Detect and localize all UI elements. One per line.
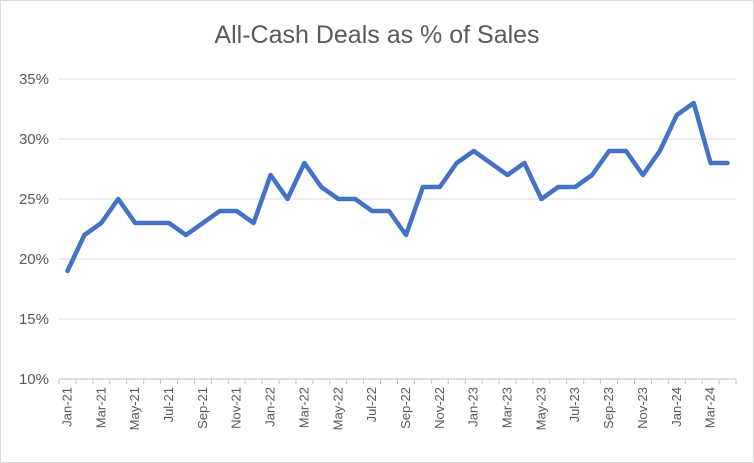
y-tick-label: 30% — [19, 131, 49, 148]
y-tick-label: 15% — [19, 311, 49, 328]
x-tick-label: Jan-22 — [263, 387, 278, 427]
x-tick-label: May-21 — [127, 387, 142, 430]
x-tick-label: Mar-21 — [93, 387, 108, 428]
x-tick-label: Jul-22 — [364, 387, 379, 422]
x-tick-label: Jan-24 — [669, 387, 684, 427]
y-tick-label: 35% — [19, 71, 49, 88]
y-tick-label: 10% — [19, 371, 49, 388]
x-tick-label: Sep-23 — [601, 387, 616, 429]
series-layer — [65, 100, 730, 274]
x-tick-label: Mar-23 — [500, 387, 515, 428]
y-tick-label: 25% — [19, 191, 49, 208]
y-tick-label: 20% — [19, 251, 49, 268]
x-tick-label: Sep-21 — [195, 387, 210, 429]
x-tick-label: Mar-22 — [296, 387, 311, 428]
x-tick-label: Nov-22 — [432, 387, 447, 429]
x-axis: Jan-21 Mar-21 May-21 Jul-21 Sep-21 Nov-21 Jan-… — [58, 378, 737, 430]
chart-title: All-Cash Deals as % of Sales — [214, 21, 540, 49]
x-tick-label: Jul-23 — [567, 387, 582, 422]
series-line — [65, 100, 730, 274]
x-tick-label: Jan-21 — [59, 387, 74, 427]
x-tick-label: Mar-24 — [703, 387, 718, 428]
x-tick-label: Nov-23 — [635, 387, 650, 429]
x-tick-label: Sep-22 — [398, 387, 413, 429]
x-tick-label: May-22 — [330, 387, 345, 430]
gridlines — [59, 78, 736, 380]
y-axis: 10% 15% 20% 25% 30% 35% — [19, 71, 49, 388]
x-tick-label: Nov-21 — [229, 387, 244, 429]
x-tick-label: May-23 — [533, 387, 548, 430]
x-tick-label: Jan-23 — [466, 387, 481, 427]
x-tick-label: Jul-21 — [161, 387, 176, 422]
